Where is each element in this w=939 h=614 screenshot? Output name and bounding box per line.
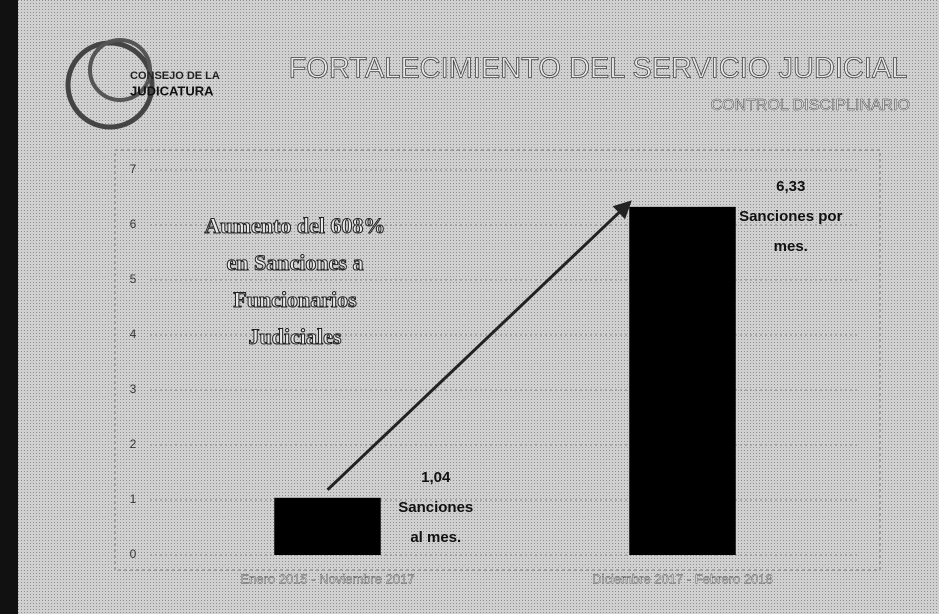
y-tick-label: 2 [130, 437, 137, 451]
annotation: en Sanciones a [227, 250, 364, 275]
y-tick-label: 3 [130, 382, 137, 396]
plot-frame [114, 149, 881, 571]
y-tick-label: 5 [130, 272, 137, 286]
y-tick-label: 0 [130, 547, 137, 561]
value-label-note: al mes. [410, 529, 461, 546]
y-tick-label: 6 [130, 217, 137, 231]
bar [629, 206, 736, 555]
annotation: Aumento del 608% [205, 213, 386, 238]
left-border [0, 0, 18, 614]
value-label: 1,04 [421, 469, 451, 486]
y-tick-label: 1 [130, 492, 137, 506]
y-tick-label: 7 [130, 162, 137, 176]
logo-ring [88, 38, 152, 102]
value-label-note: Sanciones [398, 499, 473, 516]
bar [274, 497, 381, 555]
value-label-note: Sanciones por [739, 208, 843, 225]
x-tick-label: Enero 2015 - Noviembre 2017 [240, 571, 414, 586]
trend-arrow [326, 200, 632, 491]
logo-text: CONSEJO DE LA [130, 70, 220, 82]
y-tick-label: 4 [130, 327, 137, 341]
value-label-note: mes. [774, 238, 808, 255]
x-tick-label: Diciembre 2017 - Febrero 2018 [592, 571, 773, 586]
chart-title: FORTALECIMIENTO DEL SERVICIO JUDICIAL [289, 53, 908, 85]
logo-text: JUDICATURA [130, 83, 214, 98]
annotation: Judiciales [249, 324, 342, 349]
annotation: Funcionarios [233, 287, 357, 312]
value-label: 6,33 [776, 178, 805, 195]
logo: CONSEJO DE LA JUDICATURA [65, 38, 220, 130]
chart-subtitle: CONTROL DISCIPLINARIO [711, 97, 910, 114]
